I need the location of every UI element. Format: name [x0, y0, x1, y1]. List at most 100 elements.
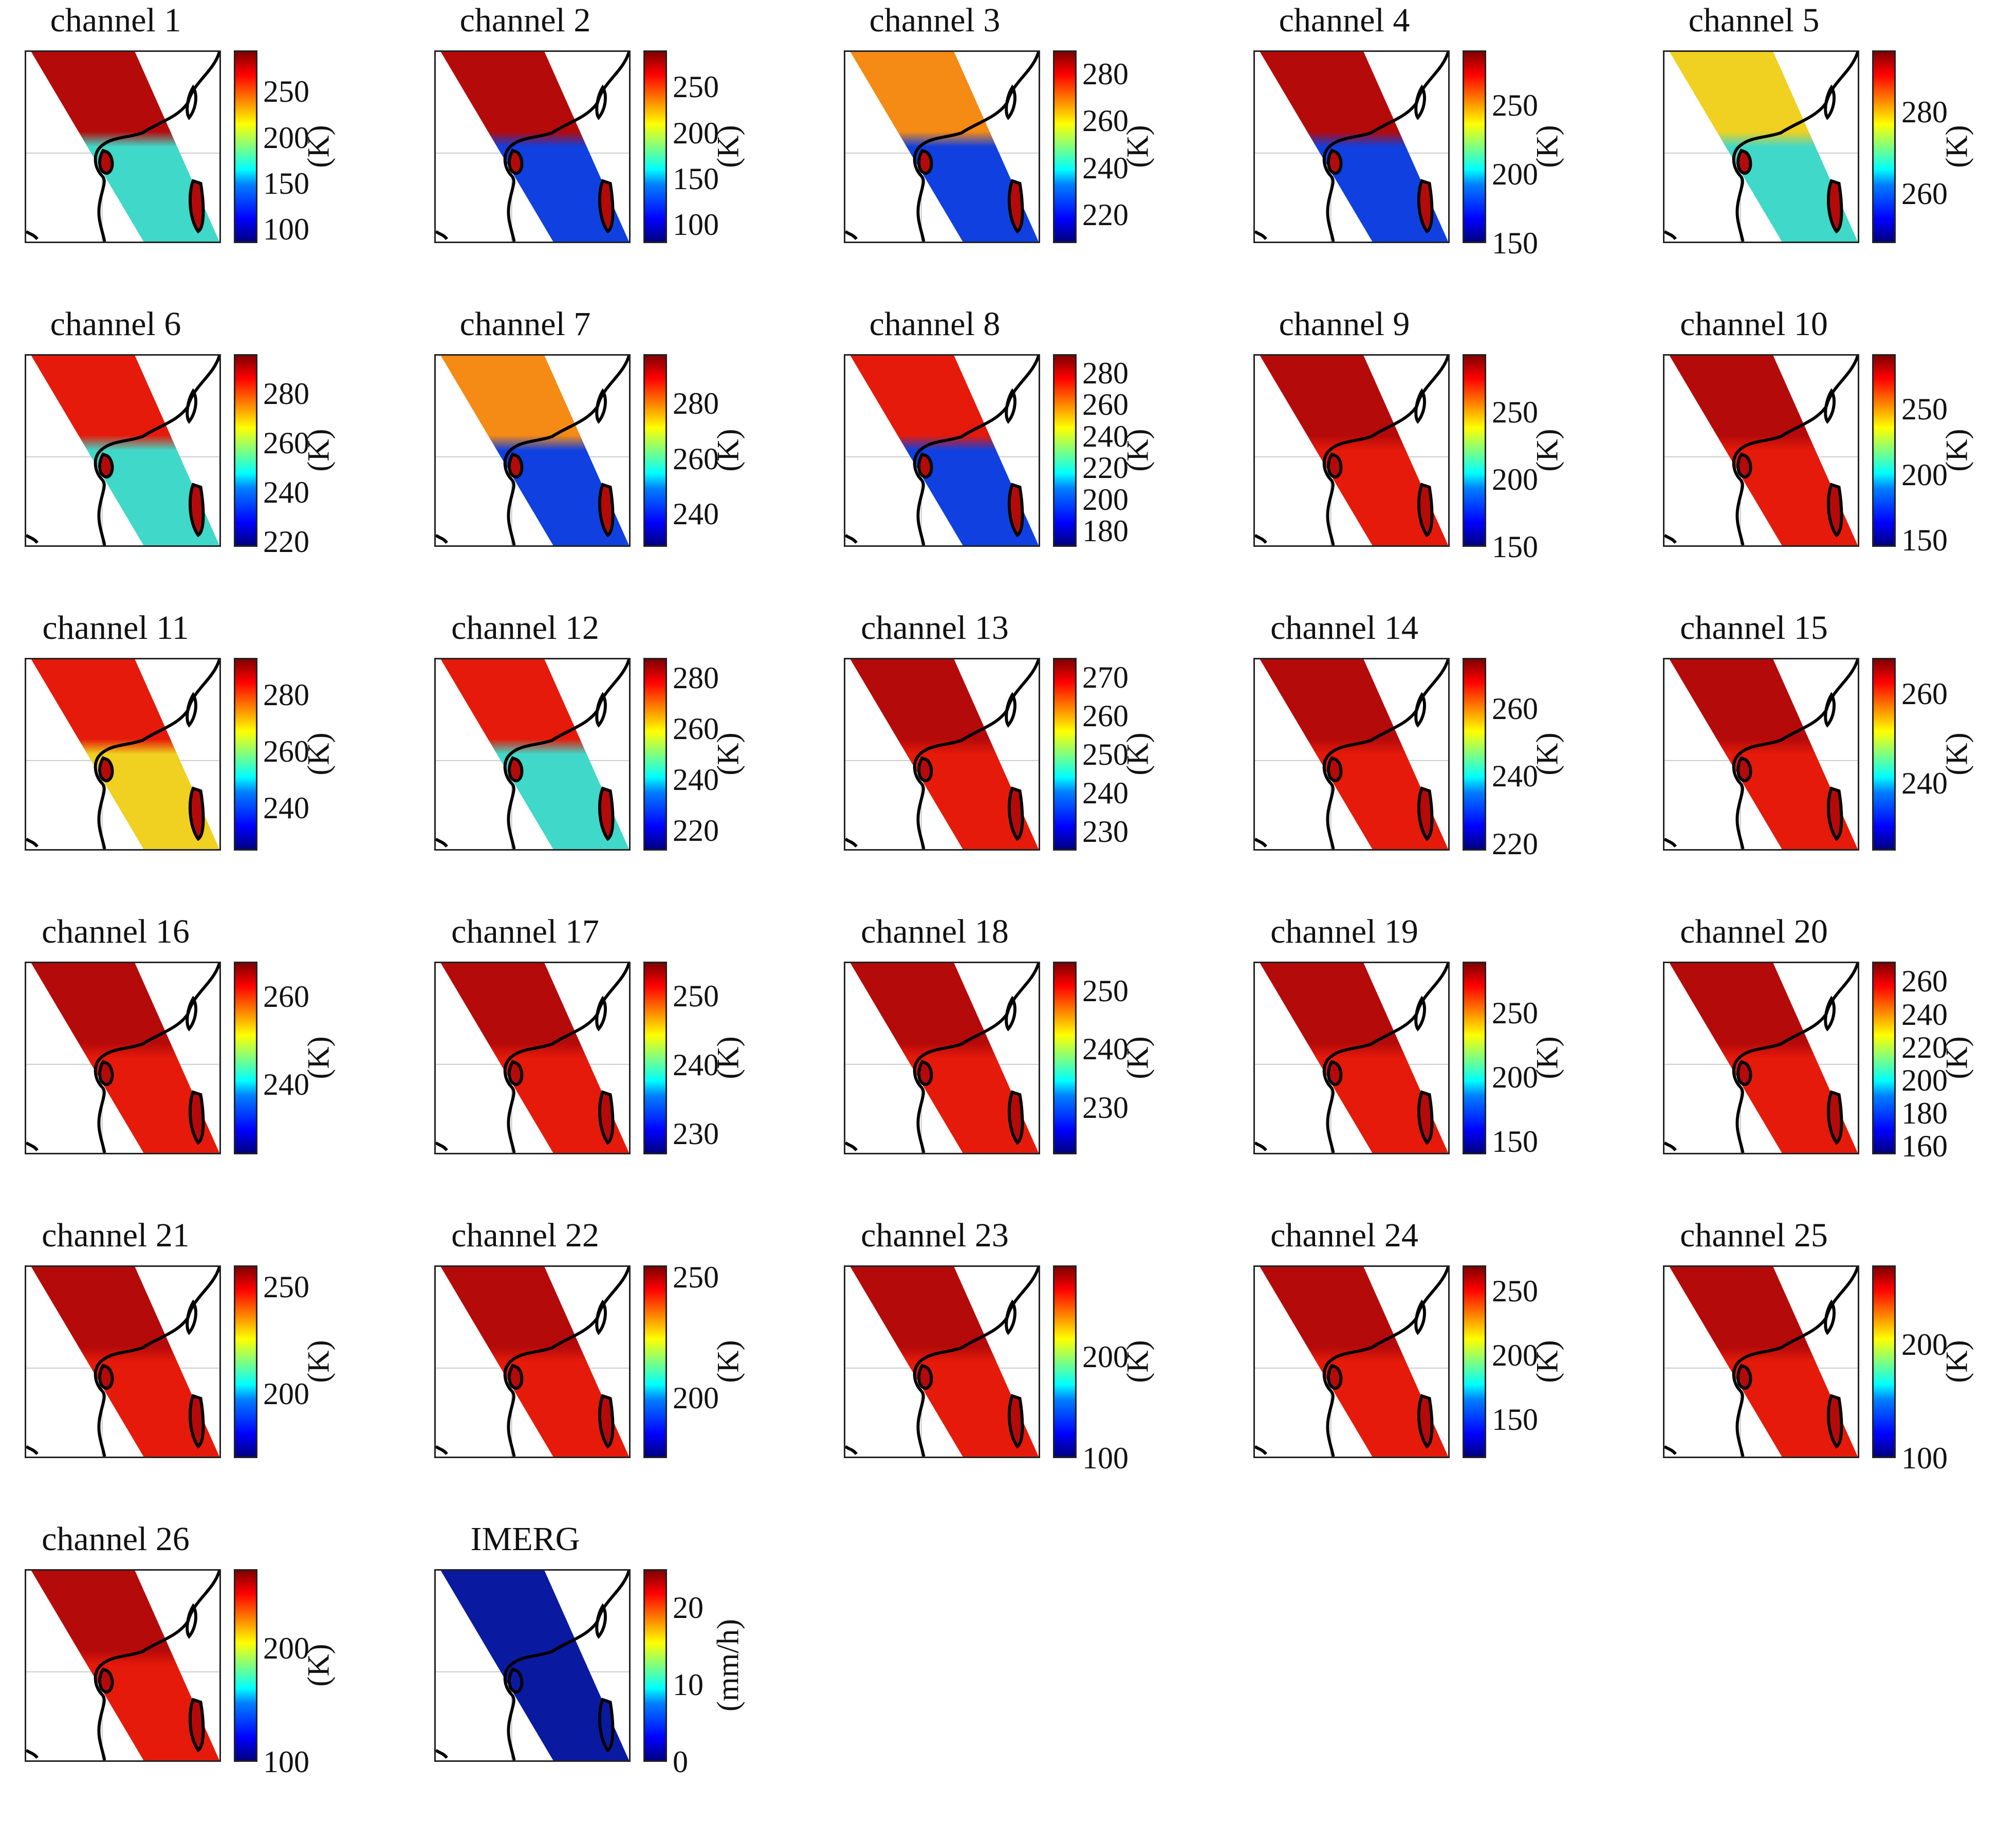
swath-map-svg: [436, 356, 629, 545]
colorbar-tick-label: 150: [1492, 530, 1538, 564]
colorbar: [1053, 354, 1077, 547]
swath-map-svg: [436, 52, 629, 242]
coastline-hainan: [508, 149, 524, 175]
coastline-west: [1255, 230, 1267, 241]
coastline-hainan: [98, 452, 114, 479]
coastline-west: [845, 1445, 858, 1456]
swath-data: [850, 1267, 1039, 1457]
swath-map-svg: [436, 1267, 629, 1457]
coastline-west: [1664, 837, 1677, 848]
colorbar-unit-label: (K): [1939, 732, 1974, 776]
chart-panel: channel 3 220 240 260 280 (K): [829, 0, 1230, 303]
swath-map: [434, 962, 631, 1154]
coastline-taiwan: [186, 388, 197, 424]
swath-map: [1663, 1265, 1859, 1458]
swath-data: [440, 963, 629, 1153]
coastline-west: [845, 1141, 858, 1152]
panel-title: channel 12: [451, 609, 599, 647]
colorbar-tick-label: 250: [263, 75, 309, 109]
colorbar-unit-label: (K): [301, 429, 336, 472]
colorbar-tick-label: 280: [1082, 356, 1129, 390]
colorbar-tick-label: 180: [1901, 1096, 1948, 1130]
colorbar-tick-label: 260: [263, 426, 309, 461]
colorbar-unit-label: (K): [1530, 1036, 1564, 1079]
panel-title: channel 25: [1680, 1217, 1828, 1254]
coastline-luzon: [1008, 1090, 1024, 1145]
swath-map-svg: [845, 52, 1039, 242]
swath-data: [850, 356, 1039, 545]
chart-panel: channel 17 230 240 250 (K): [420, 911, 821, 1214]
colorbar-tick-label: 200: [1901, 1063, 1948, 1097]
coastline-taiwan: [1005, 1299, 1016, 1335]
coastline-luzon: [1827, 1394, 1843, 1449]
swath-map: [1253, 50, 1450, 243]
panel-title: IMERG: [470, 1520, 580, 1558]
swath-map: [1663, 658, 1859, 851]
swath-data: [1260, 1267, 1448, 1457]
colorbar-tick-label: 250: [1082, 737, 1129, 771]
colorbar-tick-label: 200: [1901, 1328, 1948, 1362]
coastline-luzon: [1008, 179, 1024, 234]
colorbar-tick-label: 200: [673, 1381, 719, 1415]
swath-map: [1253, 962, 1450, 1154]
panel-title: channel 13: [861, 609, 1009, 647]
colorbar-tick-label: 240: [1082, 419, 1129, 453]
colorbar-tick-label: 200: [1492, 157, 1538, 192]
panel-title: channel 21: [42, 1217, 190, 1254]
coastline-taiwan: [595, 84, 607, 120]
coastline-luzon: [1827, 483, 1843, 538]
coastline-taiwan: [1824, 1299, 1836, 1335]
colorbar: [234, 658, 257, 851]
coastline-taiwan: [595, 388, 607, 424]
coastline-hainan: [508, 756, 524, 783]
coastline-taiwan: [1414, 996, 1426, 1032]
coastline-hainan: [1736, 149, 1752, 175]
colorbar-tick-label: 240: [1082, 1032, 1129, 1066]
colorbar: [1053, 962, 1077, 1154]
swath-map-svg: [1255, 1267, 1448, 1457]
chart-panel: channel 20 160 180 200 220 240 260 (K): [1649, 911, 2016, 1214]
colorbar-tick-label: 160: [1901, 1129, 1948, 1163]
coastline-taiwan: [595, 692, 607, 728]
swath-map: [844, 1265, 1040, 1458]
colorbar-tick-label: 150: [673, 162, 719, 196]
colorbar-tick-label: 100: [263, 212, 309, 247]
coastline-west: [845, 533, 858, 544]
chart-panel: channel 4 150 200 250 (K): [1239, 0, 1640, 303]
coastline-luzon: [1008, 483, 1024, 538]
colorbar-tick-label: 250: [1492, 88, 1538, 123]
panel-title: channel 2: [459, 2, 591, 39]
colorbar-tick-label: 240: [1082, 776, 1129, 810]
panel-title: channel 5: [1688, 2, 1820, 39]
colorbar-tick-label: 230: [1082, 1091, 1129, 1125]
swath-map: [434, 354, 631, 547]
colorbar-tick-label: 240: [1901, 997, 1948, 1032]
swath-map: [1663, 962, 1859, 1154]
swath-data: [31, 1267, 219, 1457]
coastline-luzon: [1417, 786, 1434, 841]
colorbar-tick-label: 150: [1492, 1403, 1538, 1437]
swath-map-svg: [845, 356, 1039, 545]
colorbar-tick-label: 200: [673, 116, 719, 150]
coastline-luzon: [1417, 1394, 1434, 1449]
chart-panel: channel 2 100 150 200 250 (K): [420, 0, 821, 303]
colorbar-tick-label: 0: [673, 1745, 688, 1779]
chart-panel: channel 26 100 200 (K): [10, 1519, 411, 1822]
swath-map: [25, 658, 221, 851]
colorbar-tick-label: 260: [1082, 698, 1129, 733]
chart-panel: channel 19 150 200 250 (K): [1239, 911, 1640, 1214]
colorbar-tick-label: 250: [673, 1260, 719, 1295]
colorbar-tick-label: 220: [1082, 198, 1129, 232]
coastline-luzon: [189, 179, 205, 234]
swath-map: [844, 50, 1040, 243]
swath-map: [434, 50, 631, 243]
colorbar-tick-label: 260: [263, 734, 309, 768]
colorbar-tick-label: 240: [263, 791, 309, 825]
colorbar-unit-label: (K): [301, 125, 336, 168]
coastline-luzon: [189, 1090, 205, 1145]
swath-map-svg: [1255, 659, 1448, 849]
colorbar-tick-label: 240: [1492, 759, 1538, 794]
swath-map: [1253, 354, 1450, 547]
colorbar: [1872, 1265, 1896, 1458]
colorbar: [1053, 658, 1077, 851]
